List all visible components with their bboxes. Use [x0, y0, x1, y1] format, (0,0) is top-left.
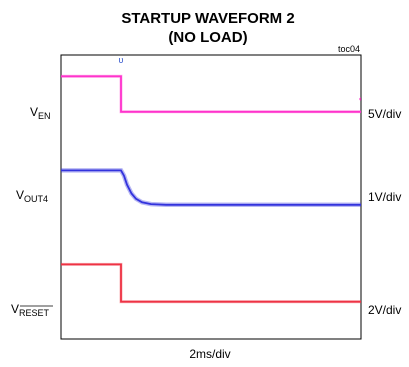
- trace-en: [61, 75, 361, 113]
- vreset-label: VRESET: [11, 302, 50, 318]
- vout4-label: VOUT4: [16, 188, 48, 204]
- x-axis-label: 2ms/div: [189, 347, 230, 361]
- ven-offscreen-marker-icon: ◖: [358, 96, 362, 103]
- vout4-scale-label: 1V/div: [368, 190, 401, 204]
- chart-title-line2: (NO LOAD): [168, 29, 247, 46]
- trigger-marker-icon: υ: [119, 55, 124, 65]
- plot-frame: [60, 54, 362, 340]
- ven-scale-label: 5V/div: [368, 107, 401, 121]
- trace-out4: [61, 169, 361, 206]
- ven-label: VEN: [30, 105, 51, 121]
- trace-reset: [61, 263, 361, 303]
- chart-title-line1: STARTUP WAVEFORM 2: [121, 10, 294, 27]
- figure-id: toc04: [338, 44, 360, 54]
- trace-layer: [61, 74, 361, 304]
- vreset-scale-label: 2V/div: [368, 303, 401, 317]
